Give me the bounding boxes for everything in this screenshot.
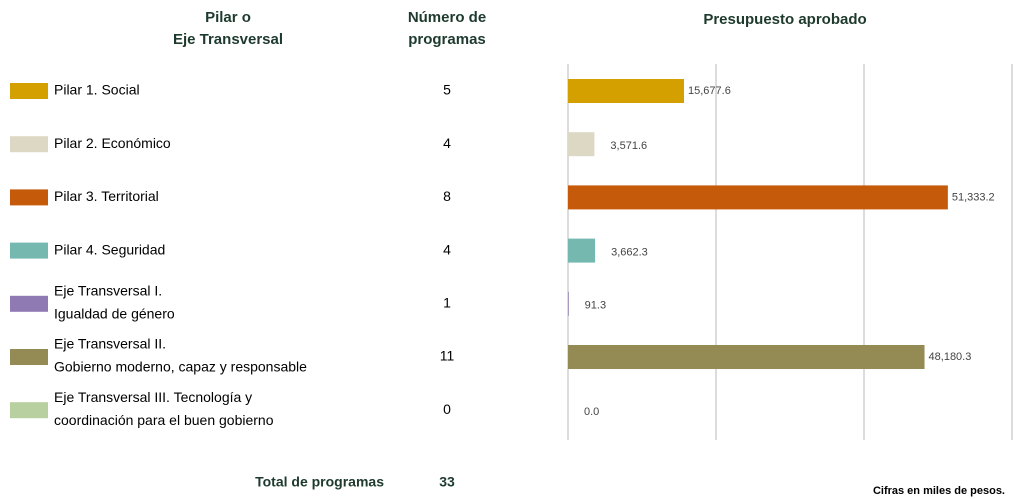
column-header: programas (408, 31, 486, 48)
bar (568, 345, 925, 369)
legend-swatch (10, 402, 48, 419)
category-label: Eje Transversal II. (54, 336, 166, 352)
category-label: Pilar 2. Económico (54, 135, 171, 151)
bar (568, 238, 596, 263)
legend-swatch (10, 189, 48, 206)
category-label: Pilar 1. Social (54, 82, 140, 98)
bar (568, 185, 948, 210)
category-label: Eje Transversal I. (54, 283, 162, 299)
program-count: 4 (443, 135, 451, 151)
value-label: 51,333.2 (952, 191, 995, 203)
legend-swatch (10, 83, 48, 99)
program-count: 11 (440, 348, 455, 364)
value-label: 15,677.6 (688, 85, 731, 97)
total-label: Total de programas (255, 474, 384, 490)
legend-swatch (10, 136, 48, 153)
bar (568, 132, 595, 157)
column-header: Pilar o (205, 9, 251, 26)
bar (568, 79, 685, 103)
program-count: 8 (443, 188, 451, 204)
value-label: 0.0 (584, 406, 599, 418)
bar (568, 291, 569, 316)
category-label: Eje Transversal III. Tecnología y (54, 389, 252, 405)
value-label: 91.3 (585, 300, 606, 312)
value-label: 3,662.3 (611, 247, 648, 259)
value-label: 3,571.6 (610, 140, 647, 152)
category-label: Igualdad de género (54, 306, 175, 322)
program-count: 4 (443, 241, 451, 257)
footnote: Cifras en miles de pesos. (873, 485, 1005, 497)
legend-swatch (10, 295, 48, 312)
category-label: Pilar 4. Seguridad (54, 241, 165, 257)
legend-swatch (10, 349, 48, 365)
column-header: Presupuesto aprobado (703, 11, 866, 28)
column-header: Número de (408, 9, 486, 26)
category-label: Gobierno moderno, capaz y responsable (54, 359, 307, 375)
program-count: 1 (443, 295, 451, 311)
category-label: coordinación para el buen gobierno (54, 412, 274, 428)
legend-swatch (10, 242, 48, 259)
program-count: 5 (443, 82, 451, 98)
category-label: Pilar 3. Territorial (54, 188, 159, 204)
value-label: 48,180.3 (929, 351, 972, 363)
program-count: 0 (443, 401, 451, 417)
column-header: Eje Transversal (173, 31, 283, 48)
total-value: 33 (439, 474, 455, 490)
